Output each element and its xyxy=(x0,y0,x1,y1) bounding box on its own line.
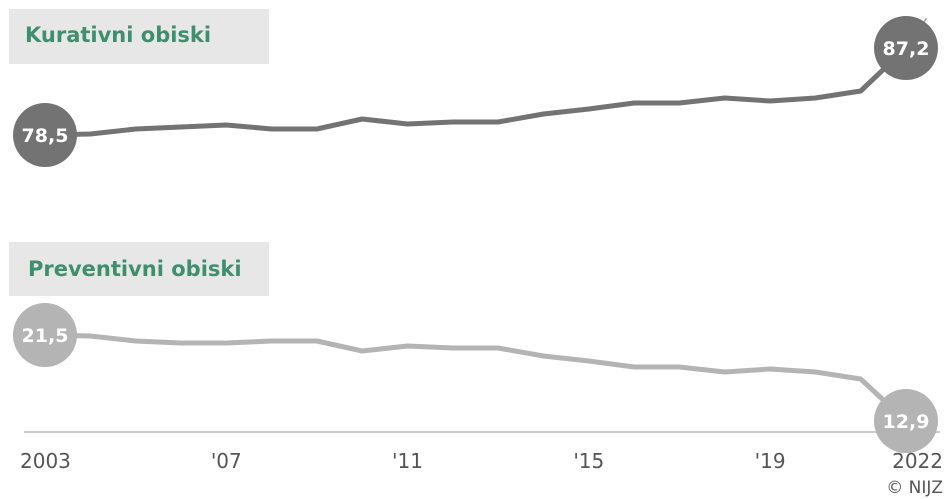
kurativni-series-label: Kurativni obiski xyxy=(25,23,211,47)
x-tick-label: '11 xyxy=(392,449,423,473)
series-1-end-value-label: 87,2 xyxy=(883,38,930,60)
kurativni-label-box xyxy=(9,9,269,64)
series-2-end-bubble xyxy=(874,389,938,453)
x-tick-label: '19 xyxy=(755,449,786,473)
x-tick-label: '07 xyxy=(211,449,242,473)
series-1-start-bubble xyxy=(13,103,77,167)
series-line-1 xyxy=(44,46,908,138)
copyright-text: © NIJZ xyxy=(886,478,943,498)
series-1-end-bubble xyxy=(874,16,938,80)
series-2-start-bubble xyxy=(13,303,77,367)
series-2-start-value-label: 21,5 xyxy=(22,325,69,347)
series-line-2 xyxy=(44,332,908,423)
x-tick-label: '15 xyxy=(573,449,604,473)
x-tick-label: 2022 xyxy=(892,449,943,473)
preventivni-series-label: Preventivni obiski xyxy=(28,257,242,281)
series-1-start-value-label: 78,5 xyxy=(22,125,69,147)
preventivni-label-box xyxy=(9,242,269,296)
series-2-end-value-label: 12,9 xyxy=(883,411,930,433)
x-tick-label: 2003 xyxy=(20,449,71,473)
